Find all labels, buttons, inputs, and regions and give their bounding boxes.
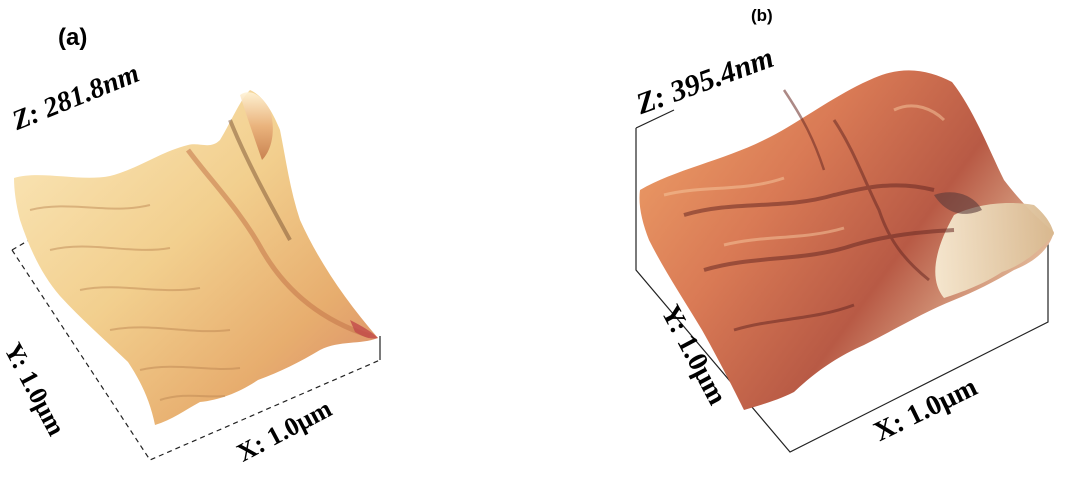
peak-a <box>240 92 273 160</box>
ridge-b-light <box>935 203 1054 298</box>
ridge-a-2 <box>228 119 292 241</box>
bounding-box-b <box>635 128 1049 453</box>
dark-spot-b <box>934 192 982 214</box>
highlights-b <box>663 104 946 247</box>
bounding-box-b-top <box>635 109 675 129</box>
surface-body-b <box>639 70 1054 410</box>
surface-body-a <box>14 90 378 425</box>
afm-surface-b <box>635 70 1054 453</box>
panel-label-a: (a) <box>58 24 88 51</box>
afm-surface-a <box>11 90 381 461</box>
bounding-box-left <box>11 249 381 461</box>
texture-a <box>29 204 241 401</box>
panel-label-b: (b) <box>751 6 773 25</box>
afm-panel-a: (a) <box>0 0 534 480</box>
ridge-a <box>185 148 371 339</box>
creases-b <box>683 89 955 332</box>
tip-a <box>350 320 378 339</box>
afm-panel-b: (b) <box>534 0 1069 480</box>
